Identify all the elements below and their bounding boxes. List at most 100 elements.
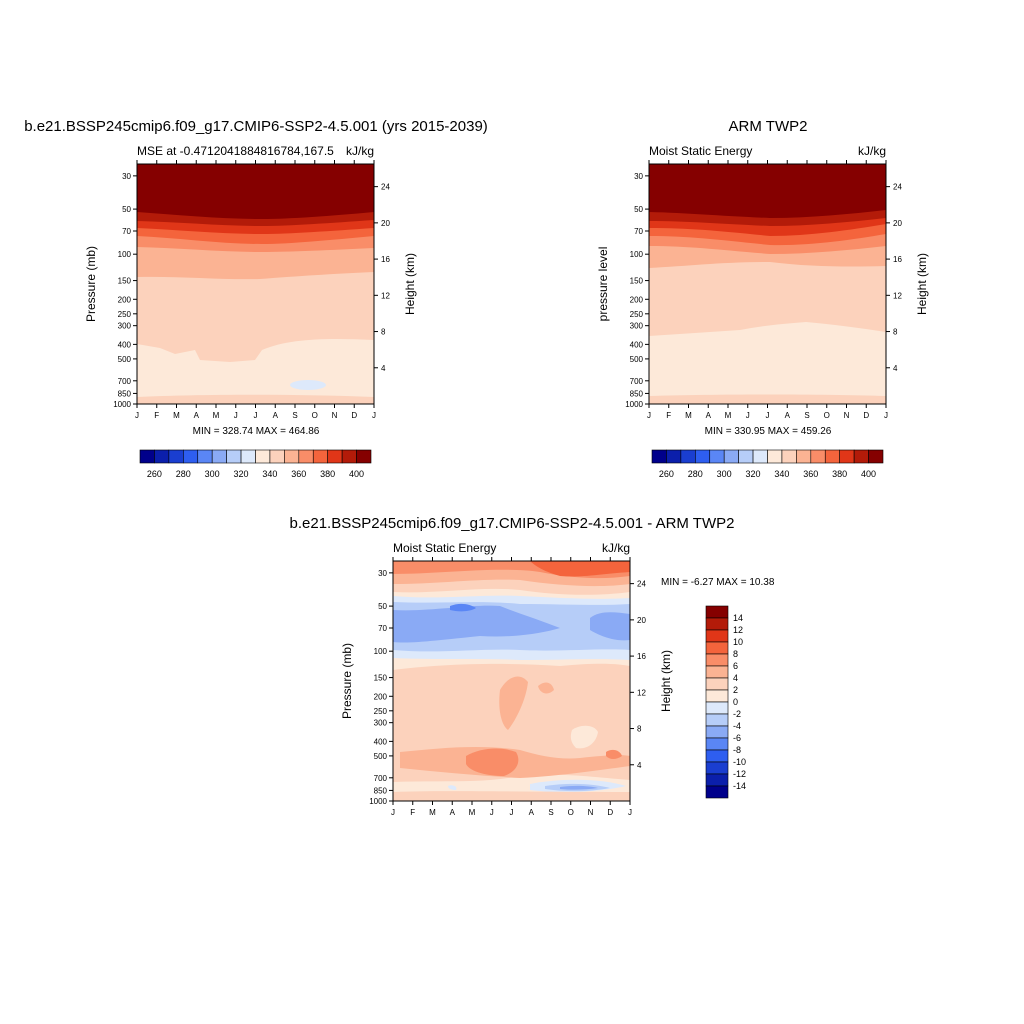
panel-obs-y2label: Height (km) <box>915 253 929 315</box>
y-tick-label: 300 <box>374 719 388 728</box>
y2-tick-label: 24 <box>893 183 902 192</box>
colorbar-box <box>298 449 314 464</box>
colorbar-box <box>211 449 227 464</box>
y-tick-label: 400 <box>118 340 132 349</box>
colorbar-label: 400 <box>861 469 876 479</box>
panel-model-subtitle: MSE at -0.4712041884816784,167.5 <box>137 144 334 158</box>
panel-diff-contours <box>393 561 630 801</box>
y2-tick-label: 20 <box>637 616 646 625</box>
colorbar-box <box>705 773 729 787</box>
x-tick-label: O <box>824 411 830 420</box>
y2-tick-label: 24 <box>381 183 390 192</box>
y-tick-label: 200 <box>630 295 644 304</box>
y-tick-label: 50 <box>378 602 387 611</box>
x-tick-label: J <box>234 411 238 420</box>
colorbar-label: -12 <box>733 769 746 779</box>
colorbar-label: -8 <box>733 745 741 755</box>
panel-model-stats: MIN = 328.74 MAX = 464.86 <box>193 426 320 437</box>
panel-model: b.e21.BSSP245cmip6.f09_g17.CMIP6-SSP2-4.… <box>24 118 488 479</box>
panel-model-ylabel: Pressure (mb) <box>84 246 98 322</box>
colorbar-box <box>853 449 869 464</box>
x-tick-label: O <box>312 411 318 420</box>
x-tick-label: D <box>351 411 357 420</box>
y2-tick-label: 24 <box>637 580 646 589</box>
x-tick-label: J <box>647 411 651 420</box>
x-tick-label: N <box>588 808 594 817</box>
colorbar-box <box>226 449 242 464</box>
colorbar-box <box>269 449 285 464</box>
x-tick-label: J <box>746 411 750 420</box>
panel-obs-axes: 30 50 70 100 150 200 250 300 400 500 700 850 1000 24 2… <box>625 160 902 420</box>
colorbar-box <box>705 653 729 667</box>
y-tick-label: 700 <box>630 377 644 386</box>
colorbar-box <box>705 617 729 631</box>
x-tick-label: S <box>548 808 553 817</box>
panel-obs-colorbar: 260 280 300 320 340 360 380 400 <box>651 449 884 479</box>
colorbar-box <box>168 449 184 464</box>
panel-diff-ylabel: Pressure (mb) <box>340 643 354 719</box>
panel-model-units: kJ/kg <box>346 144 374 158</box>
y2-tick-label: 16 <box>637 652 646 661</box>
panel-model-title: b.e21.BSSP245cmip6.f09_g17.CMIP6-SSP2-4.… <box>24 118 488 135</box>
x-tick-label: S <box>804 411 809 420</box>
colorbar-box <box>139 449 155 464</box>
y-tick-label: 30 <box>122 172 131 181</box>
panel-diff-units: kJ/kg <box>602 541 630 555</box>
x-tick-label: J <box>135 411 139 420</box>
panel-diff-y2label: Height (km) <box>659 650 673 712</box>
panel-model-colorbar: 260 280 300 320 340 360 380 400 <box>139 449 372 479</box>
y-tick-label: 700 <box>374 774 388 783</box>
x-tick-label: J <box>766 411 770 420</box>
colorbar-box <box>810 449 826 464</box>
colorbar-box <box>705 785 729 799</box>
y2-tick-label: 4 <box>381 364 386 373</box>
x-tick-label: A <box>706 411 712 420</box>
colorbar-box <box>781 449 797 464</box>
y2-tick-label: 4 <box>893 364 898 373</box>
colorbar-label: 6 <box>733 661 738 671</box>
y2-tick-label: 4 <box>637 761 642 770</box>
x-tick-label: M <box>429 808 436 817</box>
y2-tick-label: 12 <box>381 291 390 300</box>
panel-obs-ylabel: pressure level <box>596 247 610 322</box>
colorbar-label: 260 <box>659 469 674 479</box>
colorbar-label: -6 <box>733 733 741 743</box>
x-tick-label: A <box>529 808 535 817</box>
colorbar-box <box>705 713 729 727</box>
y2-tick-label: 16 <box>381 255 390 264</box>
panel-obs-subtitle: Moist Static Energy <box>649 144 752 158</box>
colorbar-box <box>680 449 696 464</box>
colorbar-box <box>312 449 328 464</box>
colorbar-box <box>705 749 729 763</box>
y2-tick-label: 8 <box>893 328 898 337</box>
y2-tick-label: 12 <box>637 688 646 697</box>
panel-obs-title: ARM TWP2 <box>729 118 808 135</box>
y-tick-label: 50 <box>122 205 131 214</box>
colorbar-box <box>738 449 754 464</box>
colorbar-box <box>356 449 372 464</box>
y-tick-label: 250 <box>374 707 388 716</box>
colorbar-box <box>705 689 729 703</box>
y-tick-label: 200 <box>118 295 132 304</box>
colorbar-label: 320 <box>746 469 761 479</box>
y-tick-label: 500 <box>374 752 388 761</box>
y2-tick-label: 12 <box>893 291 902 300</box>
colorbar-box <box>824 449 840 464</box>
colorbar-label: 300 <box>205 469 220 479</box>
colorbar-label: 320 <box>234 469 249 479</box>
panel-model-y2label: Height (km) <box>403 253 417 315</box>
y-tick-label: 850 <box>118 389 132 398</box>
colorbar-box <box>705 605 729 619</box>
panel-diff-colorbar: 14 12 10 8 6 4 2 0 -2 -4 -6 -8 -10 -12 -14 <box>705 605 746 799</box>
colorbar-box <box>341 449 357 464</box>
colorbar-label: 360 <box>291 469 306 479</box>
y2-tick-label: 8 <box>381 328 386 337</box>
colorbar-box <box>240 449 256 464</box>
colorbar-box <box>255 449 271 464</box>
colorbar-box <box>154 449 170 464</box>
y2-tick-label: 20 <box>893 219 902 228</box>
panel-diff-stats: MIN = -6.27 MAX = 10.38 <box>661 577 775 588</box>
x-tick-label: S <box>292 411 297 420</box>
colorbar-box <box>868 449 884 464</box>
colorbar-box <box>284 449 300 464</box>
